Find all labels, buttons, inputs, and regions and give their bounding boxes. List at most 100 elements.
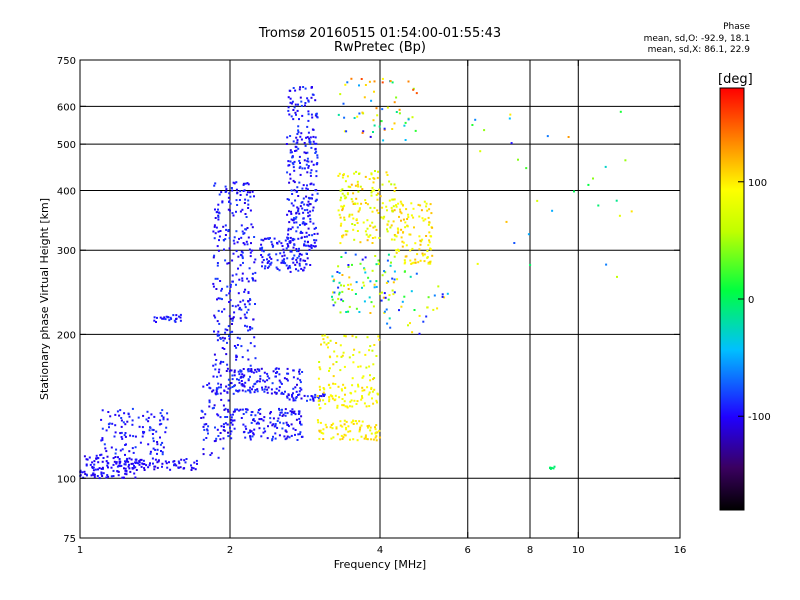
data-point — [240, 250, 243, 253]
data-point — [217, 230, 220, 233]
data-point — [254, 258, 257, 261]
data-point — [260, 243, 263, 246]
data-point — [299, 420, 302, 423]
data-point — [156, 466, 159, 469]
data-point — [393, 183, 396, 186]
data-point — [202, 448, 205, 451]
data-point — [212, 230, 215, 233]
data-point — [308, 139, 311, 142]
data-point — [358, 208, 361, 211]
data-point — [517, 158, 519, 161]
data-point — [358, 311, 361, 313]
data-point — [310, 247, 313, 249]
data-point — [310, 395, 313, 397]
data-point — [322, 387, 325, 389]
data-point — [363, 300, 366, 303]
data-point — [300, 397, 303, 400]
data-point — [326, 336, 329, 339]
data-point — [100, 453, 103, 456]
data-point — [310, 96, 313, 99]
data-point — [217, 297, 220, 300]
data-point — [107, 462, 110, 465]
data-point — [341, 437, 344, 440]
data-point — [237, 304, 240, 307]
data-point — [245, 216, 248, 218]
data-point — [391, 198, 394, 201]
data-point — [630, 210, 633, 213]
data-point — [233, 182, 236, 185]
data-point — [279, 252, 282, 255]
data-point — [295, 136, 298, 139]
data-point — [160, 422, 163, 425]
data-point — [378, 429, 381, 432]
data-point — [202, 438, 205, 441]
data-point — [300, 388, 303, 391]
data-point — [113, 460, 116, 463]
data-point — [142, 430, 144, 433]
data-point — [376, 209, 379, 212]
phase-stats-o: mean, sd,O: -92.9, 18.1 — [643, 34, 750, 44]
data-point — [316, 192, 319, 195]
data-point — [332, 363, 335, 366]
data-point — [314, 245, 317, 248]
data-point — [427, 262, 430, 265]
data-point — [225, 385, 228, 388]
data-point — [293, 410, 296, 413]
data-point — [278, 379, 281, 382]
data-point — [263, 371, 266, 374]
data-point — [359, 241, 362, 244]
data-point — [114, 452, 117, 455]
data-point — [311, 193, 314, 196]
data-point — [312, 206, 315, 209]
data-point — [115, 461, 118, 464]
data-point — [236, 191, 239, 194]
data-point — [298, 159, 301, 162]
data-point — [412, 88, 415, 91]
data-point — [343, 218, 346, 221]
data-point — [103, 443, 106, 446]
x-axis-label: Frequency [MHz] — [334, 558, 426, 571]
data-point — [93, 463, 96, 466]
data-point — [304, 144, 307, 147]
data-point — [238, 409, 241, 412]
data-point — [353, 172, 356, 175]
data-point — [402, 231, 405, 234]
data-point — [292, 392, 294, 395]
data-point — [308, 245, 311, 248]
data-point — [153, 319, 156, 322]
data-point — [295, 149, 298, 152]
data-point — [238, 306, 241, 309]
data-point — [418, 248, 421, 251]
data-point — [315, 150, 318, 153]
data-point — [289, 250, 292, 253]
data-point — [404, 121, 407, 124]
data-point — [121, 476, 124, 479]
data-point — [378, 125, 381, 128]
data-point — [262, 239, 265, 242]
data-point — [283, 435, 286, 438]
data-point — [319, 368, 322, 371]
data-point — [119, 409, 122, 412]
data-point — [203, 428, 206, 431]
x-tick-label: 10 — [572, 545, 585, 556]
data-point — [247, 389, 250, 392]
data-point — [237, 370, 240, 373]
data-point — [152, 437, 155, 440]
data-point — [381, 274, 384, 277]
data-point — [119, 461, 121, 464]
data-point — [337, 209, 340, 212]
data-point — [364, 436, 367, 438]
data-point — [214, 392, 217, 395]
data-point — [244, 390, 247, 393]
data-point — [339, 199, 342, 202]
data-point — [91, 461, 94, 464]
data-point — [114, 456, 117, 458]
data-point — [346, 192, 349, 195]
data-point — [305, 187, 308, 190]
data-point — [306, 160, 309, 163]
data-point — [372, 378, 375, 381]
data-point — [310, 86, 313, 89]
data-point — [314, 136, 317, 139]
data-point — [430, 212, 433, 215]
data-point — [156, 443, 159, 446]
